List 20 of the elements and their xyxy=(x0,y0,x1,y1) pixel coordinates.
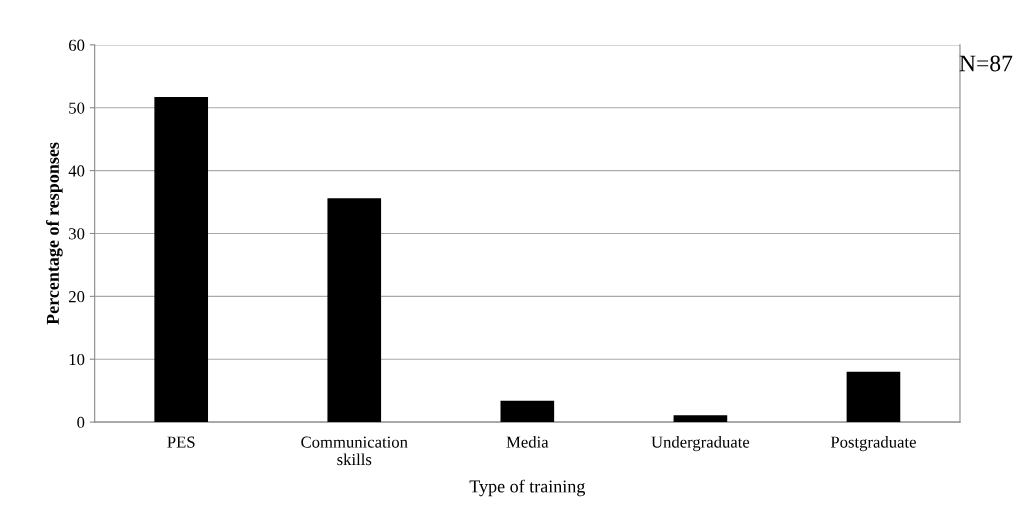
bar xyxy=(500,400,555,423)
bar xyxy=(154,97,209,423)
annotation: N=87 xyxy=(959,55,1013,72)
bar xyxy=(846,371,901,423)
y-tick-label: 60 xyxy=(69,39,85,51)
y-tick-label: 0 xyxy=(77,416,85,429)
y-tick-label: 20 xyxy=(69,291,85,303)
x-tick-label: Undergraduate xyxy=(651,435,750,452)
y-tick-label: 10 xyxy=(69,353,85,366)
y-tick-label: 30 xyxy=(69,228,85,240)
x-axis-title: Type of training xyxy=(469,479,586,497)
x-tick-label: PES xyxy=(167,436,195,448)
x-tick-label: Communication skills xyxy=(301,436,408,466)
y-axis-title: Percentage of responses xyxy=(46,142,63,325)
x-tick-label: Postgraduate xyxy=(830,435,916,452)
bar xyxy=(327,198,382,423)
x-tick-label: Media xyxy=(506,435,549,448)
y-tick-label: 50 xyxy=(69,102,85,114)
y-tick-label: 40 xyxy=(68,165,85,177)
bar xyxy=(673,415,728,423)
